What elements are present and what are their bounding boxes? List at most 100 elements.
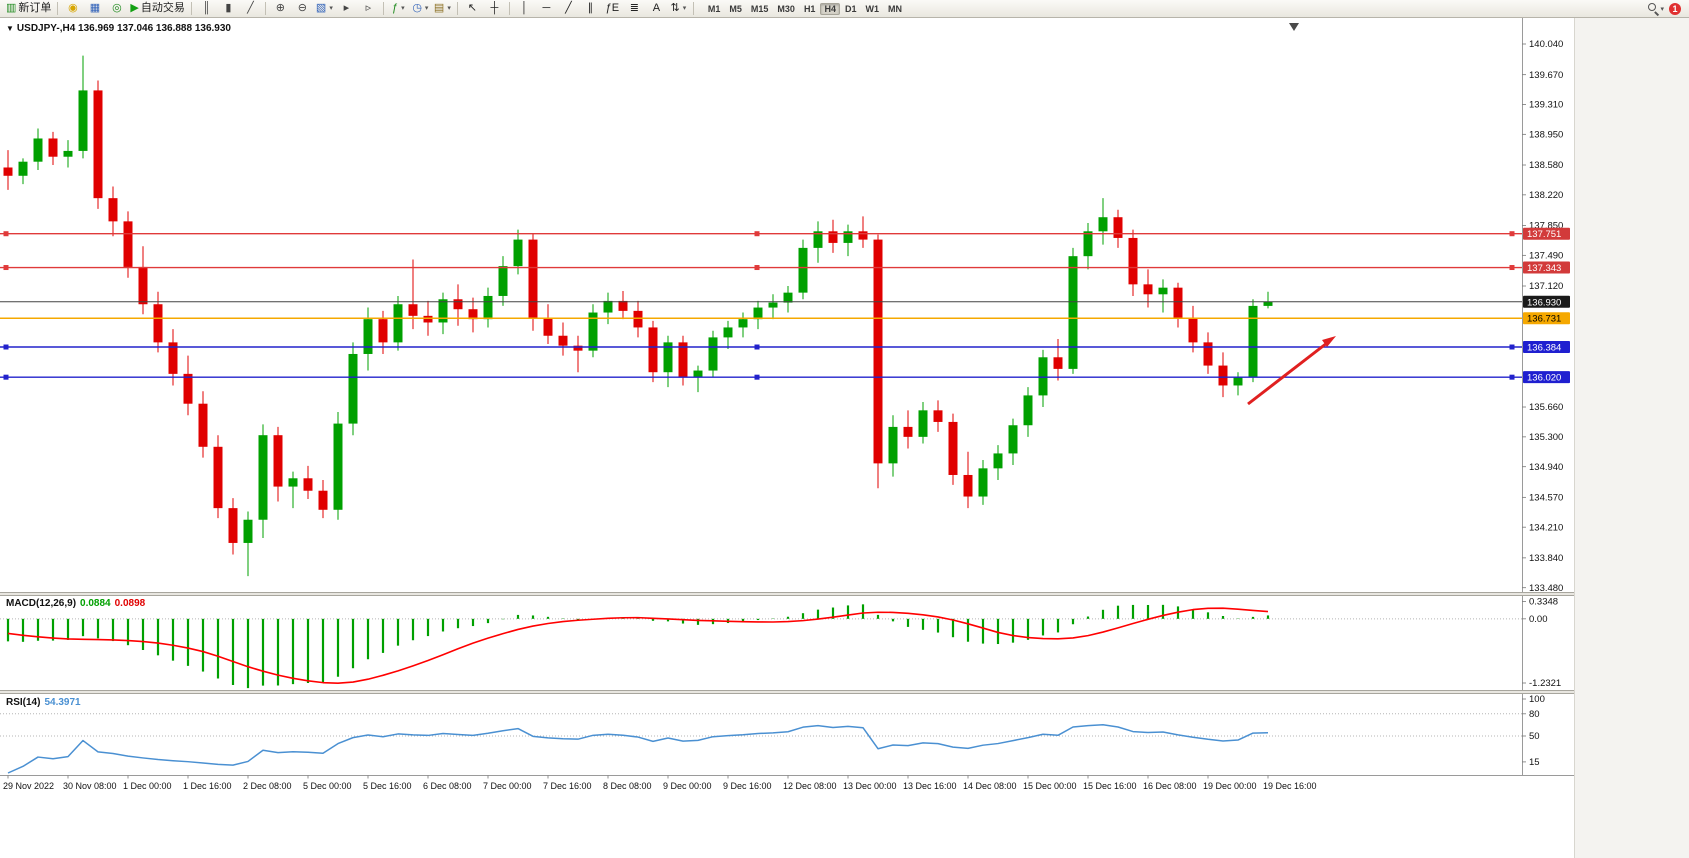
time-label: 19 Dec 00:00: [1203, 781, 1257, 791]
zoom-out-button[interactable]: ⊖: [292, 1, 313, 16]
announcement-icon[interactable]: ◉: [62, 1, 83, 16]
candle: [1173, 282, 1183, 328]
trend-arrow-annotation[interactable]: [1247, 336, 1336, 406]
shapes-icon: ≣: [629, 2, 639, 14]
candle: [753, 300, 763, 330]
candle: [828, 219, 838, 253]
shapes-button[interactable]: ≣: [624, 1, 645, 16]
timeframe-M1[interactable]: M1: [707, 3, 721, 14]
fibonacci-button[interactable]: ƒE: [602, 1, 623, 16]
candlestick-chart-button[interactable]: ▮: [218, 1, 239, 16]
notification-badge[interactable]: 1: [1669, 2, 1681, 15]
price-tick-label: 138.950: [1529, 130, 1563, 141]
bar-chart-button[interactable]: ║: [196, 1, 217, 16]
horizontal-line-button[interactable]: ─: [536, 1, 557, 16]
chart-canvas[interactable]: 140.040 139.670 139.310 138.950 138.580 138.2…: [0, 18, 1574, 858]
macd-axis-label: -1.2321: [1529, 678, 1561, 689]
market-watch-button[interactable]: ▦: [84, 1, 105, 16]
market-watch-icon: ▦: [89, 2, 101, 14]
line-chart-icon: ╱: [247, 2, 254, 14]
timeframe-M5[interactable]: M5: [729, 3, 742, 14]
price-tick-label: 140.040: [1529, 39, 1563, 50]
hline-137343[interactable]: [0, 265, 1522, 271]
timeframe-MN[interactable]: MN: [887, 3, 902, 14]
price-tick-label: 138.220: [1529, 190, 1563, 201]
autotrading-icon: ▶: [130, 2, 139, 14]
hline-13602[interactable]: [0, 374, 1522, 380]
fibonacci-icon: ƒE: [605, 2, 620, 14]
candle: [993, 445, 1003, 480]
new-chart-button[interactable]: ▧ ▾: [314, 1, 335, 16]
timeframe-M15[interactable]: M15: [750, 3, 769, 14]
candle: [918, 402, 928, 444]
timeframe-group: M1 M5 M15 M30 H1 H4 D1 W1 MN: [704, 2, 906, 15]
timeframe-H1[interactable]: H1: [803, 3, 816, 14]
timeframe-H4[interactable]: H4: [820, 2, 840, 15]
main-chart-pane[interactable]: [3, 55, 1273, 577]
arrow-tools-icon: ⇅: [670, 2, 680, 14]
candle: [1008, 418, 1018, 466]
bar-chart-icon: ║: [202, 2, 211, 14]
chart-shift-marker[interactable]: [1289, 23, 1299, 31]
periods-button[interactable]: ◷ ▾: [410, 1, 431, 16]
new-order-button[interactable]: ▥ 新订单: [4, 1, 53, 16]
candle: [738, 312, 748, 338]
search-icon[interactable]: ▾: [1647, 2, 1664, 15]
time-label: 5 Dec 16:00: [363, 781, 412, 791]
templates-button[interactable]: ▤ ▾: [432, 1, 453, 16]
candle: [558, 322, 568, 356]
price-badge-136731: 136.731: [1523, 312, 1570, 325]
new-chart-icon: ▧: [315, 2, 327, 14]
autotrading-button[interactable]: ▶ 自动交易: [128, 1, 186, 16]
auto-scroll-button[interactable]: ▹: [358, 1, 379, 16]
time-label: 13 Dec 16:00: [903, 781, 957, 791]
macd-pane[interactable]: 0.3348 0.00 -1.2321: [0, 597, 1561, 690]
periods-icon: ◷: [412, 2, 422, 14]
time-label: 15 Dec 16:00: [1083, 781, 1137, 791]
time-label: 6 Dec 08:00: [423, 781, 472, 791]
timeframe-D1[interactable]: D1: [844, 3, 857, 14]
candle: [63, 140, 73, 168]
candle: [1128, 229, 1138, 296]
crosshair-button[interactable]: ┼: [484, 1, 505, 16]
candle: [798, 239, 808, 300]
candle: [903, 410, 913, 449]
rsi-pane[interactable]: 100 80 50 15: [0, 694, 1545, 774]
rsi-axis-label: 50: [1529, 731, 1540, 742]
candle: [1083, 223, 1093, 270]
price-axis[interactable]: 140.040 139.670 139.310 138.950 138.580 138.2…: [1522, 39, 1563, 594]
timeframe-M30[interactable]: M30: [777, 3, 795, 14]
arrow-tools-button[interactable]: ⇅ ▾: [668, 1, 689, 16]
indicators-button[interactable]: ƒ ▾: [388, 1, 409, 16]
trendline-button[interactable]: ╱: [558, 1, 579, 16]
candle: [1068, 247, 1078, 374]
rsi-axis-label: 15: [1529, 757, 1540, 768]
zoom-in-button[interactable]: ⊕: [270, 1, 291, 16]
toolbar: ▥ 新订单 ◉ ▦ ◎ ▶ 自动交易 ║ ▮ ╱ ⊕ ⊖ ▧ ▾ ▸ ▹ ƒ ▾ ◷ ▾ ▤ ▾ ↖ ┼ │ ─ ╱ ∥ ƒE ≣ A ⇅ ▾ M…: [0, 0, 1689, 18]
hline-137751[interactable]: [0, 231, 1522, 237]
time-label: 7 Dec 00:00: [483, 781, 532, 791]
pane-separator[interactable]: [0, 690, 1574, 694]
pane-separator[interactable]: [0, 592, 1574, 596]
line-chart-button[interactable]: ╱: [240, 1, 261, 16]
candle: [1233, 372, 1243, 396]
candle: [93, 80, 103, 209]
magnifier-glyph: [1647, 2, 1660, 15]
vertical-line-button[interactable]: │: [514, 1, 535, 16]
trendline-icon: ╱: [565, 2, 572, 14]
candle: [468, 297, 478, 333]
equidistant-channel-button[interactable]: ∥: [580, 1, 601, 16]
svg-text:137.343: 137.343: [1527, 263, 1561, 274]
candle: [528, 232, 538, 331]
time-label: 9 Dec 00:00: [663, 781, 712, 791]
candle: [783, 286, 793, 313]
time-label: 30 Nov 08:00: [63, 781, 117, 791]
chart-shift-button[interactable]: ▸: [336, 1, 357, 16]
signals-button[interactable]: ◎: [106, 1, 127, 16]
hline-136384[interactable]: [0, 344, 1522, 350]
time-axis[interactable]: 29 Nov 2022 30 Nov 08:00 1 Dec 00:00 1 Dec …: [3, 775, 1317, 792]
candle: [933, 400, 943, 432]
timeframe-W1[interactable]: W1: [865, 3, 879, 14]
cursor-button[interactable]: ↖: [462, 1, 483, 16]
text-button[interactable]: A: [646, 1, 667, 16]
